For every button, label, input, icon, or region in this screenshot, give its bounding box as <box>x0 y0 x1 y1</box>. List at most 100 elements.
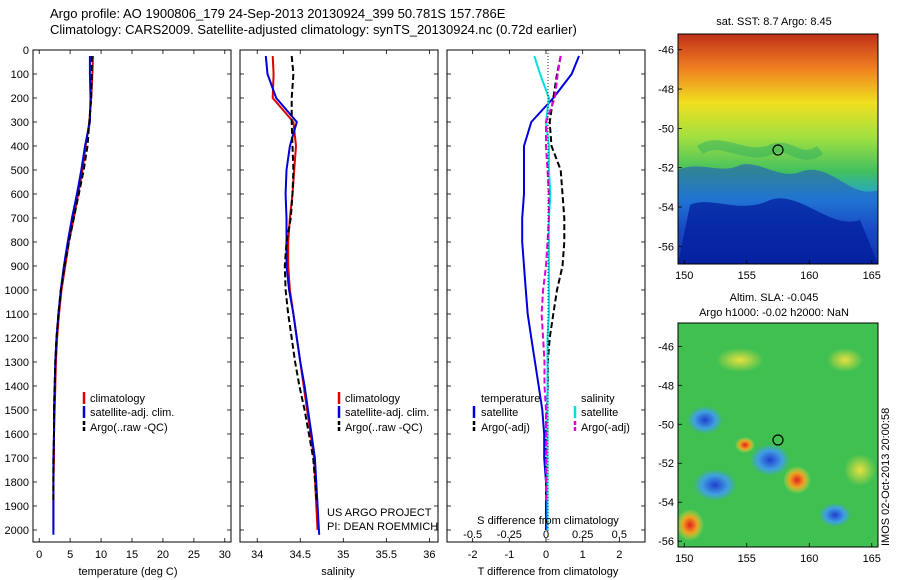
depth-tick-label: 1500 <box>5 405 29 417</box>
x-tick-label: 34.5 <box>290 549 311 561</box>
depth-tick-label: 1800 <box>5 477 29 489</box>
salinity-legend: climatology satellite-adj. clim. Argo(..… <box>327 392 438 533</box>
s-tick-label: -0.5 <box>463 529 482 541</box>
credit-project: US ARGO PROJECT <box>327 507 432 519</box>
lat-tick-label: -56 <box>658 241 674 253</box>
sla-map-title-1: Altim. SLA: -0.045 <box>730 292 819 304</box>
x-tick-label: -1 <box>504 549 514 561</box>
depth-tick-label: 1000 <box>5 285 29 297</box>
argo-location-marker <box>772 434 784 446</box>
depth-tick-label: 200 <box>11 93 29 105</box>
series-line-salinity-argo-adj- <box>540 55 562 502</box>
temperature-x-axis: 0 5 10 15 20 25 30 <box>36 50 231 561</box>
depth-tick-label: 700 <box>11 213 29 225</box>
depth-tick-label: 2000 <box>5 525 29 537</box>
x-tick-label: 0 <box>543 549 549 561</box>
climatology-title: Climatology: CARS2009. Satellite-adjuste… <box>50 22 577 37</box>
lat-tick-label: -50 <box>658 419 674 431</box>
lat-tick-label: -50 <box>658 123 674 135</box>
salinity-lines <box>264 55 321 535</box>
legend-label: satellite-adj. clim. <box>345 407 429 419</box>
legend-label: satellite-adj. clim. <box>90 407 174 419</box>
depth-tick-label: 1600 <box>5 429 29 441</box>
difference-lines <box>521 55 580 530</box>
sst-map <box>677 33 879 265</box>
salinity-x-axis: 34 34.5 35 35.5 36 <box>251 50 436 561</box>
series-line-argo-raw-qc- <box>52 56 93 502</box>
depth-tick-label: 0 <box>23 45 29 57</box>
lat-tick-label: -48 <box>658 84 674 96</box>
legend-label: Argo(..raw -QC) <box>90 422 168 434</box>
x-tick-label: -2 <box>468 549 478 561</box>
series-line-temperature-satellite <box>521 55 580 530</box>
s-tick-label: 0 <box>543 529 549 541</box>
depth-tick-label: 1300 <box>5 357 29 369</box>
depth-tick-label: 1900 <box>5 501 29 513</box>
x-tick-label: 25 <box>188 549 200 561</box>
difference-x-axis: -2 -1 0 1 2 -0.5 -0.25 0 0.25 0.5 <box>463 50 627 561</box>
depth-tick-label: 600 <box>11 189 29 201</box>
s-tick-label: 0.5 <box>612 529 627 541</box>
x-tick-label: 15 <box>126 549 138 561</box>
salinity-xlabel: salinity <box>321 566 355 578</box>
sla-map-title-2: Argo h1000: -0.02 h2000: NaN <box>699 307 849 319</box>
salinity-panel-frame <box>239 49 439 543</box>
lon-tick-label: 155 <box>738 270 756 282</box>
depth-tick-label: 1400 <box>5 381 29 393</box>
x-tick-label: 30 <box>219 549 231 561</box>
series-line-temperature-argo-adj- <box>545 55 566 502</box>
s-difference-label: S difference from climatology <box>477 515 619 527</box>
legend-label: Argo(-adj) <box>581 422 630 434</box>
argo-location-marker <box>772 144 784 156</box>
depth-tick-label: 300 <box>11 117 29 129</box>
depth-tick-label: 100 <box>11 69 29 81</box>
legend-label: Argo(..raw -QC) <box>345 422 423 434</box>
depth-tick-label: 800 <box>11 237 29 249</box>
x-tick-label: 5 <box>67 549 73 561</box>
lat-tick-label: -54 <box>658 497 674 509</box>
sla-map <box>676 322 879 548</box>
legend-label: satellite <box>581 407 618 419</box>
s-tick-label: 0.25 <box>572 529 593 541</box>
x-tick-label: 36 <box>423 549 435 561</box>
depth-tick-label: 400 <box>11 141 29 153</box>
legend-label: satellite <box>481 407 518 419</box>
x-tick-label: 35 <box>337 549 349 561</box>
x-tick-label: 1 <box>580 549 586 561</box>
lat-tick-label: -52 <box>658 458 674 470</box>
legend-label: climatology <box>345 393 401 405</box>
s-tick-label: -0.25 <box>497 529 522 541</box>
lon-tick-label: 160 <box>800 553 818 565</box>
lon-tick-label: 150 <box>675 270 693 282</box>
lon-tick-label: 155 <box>738 553 756 565</box>
profile-title: Argo profile: AO 1900806_179 24-Sep-2013… <box>50 6 506 21</box>
depth-tick-label: 1200 <box>5 333 29 345</box>
temperature-panel-frame <box>32 49 232 543</box>
lat-tick-label: -52 <box>658 163 674 175</box>
lon-tick-label: 165 <box>863 553 881 565</box>
series-line-satellite-adj-clim- <box>52 56 92 535</box>
depth-tick-label: 900 <box>11 261 29 273</box>
lon-tick-label: 160 <box>800 270 818 282</box>
credit-pi: PI: DEAN ROEMMICH <box>327 521 438 533</box>
sst-map-axes: 150 155 160 165 -46 -48 -50 -52 -54 -56 <box>658 45 881 282</box>
legend-title-temperature: temperature <box>481 393 540 405</box>
depth-axis: 0 100 200 300 400 500 600 700 800 900 1000 1100 1200… <box>5 45 645 537</box>
legend-label: Argo(-adj) <box>481 422 530 434</box>
x-tick-label: 34 <box>251 549 263 561</box>
lat-tick-label: -56 <box>658 536 674 548</box>
x-tick-label: 10 <box>95 549 107 561</box>
x-tick-label: 20 <box>157 549 169 561</box>
depth-tick-label: 1700 <box>5 453 29 465</box>
difference-xlabel: T difference from climatology <box>478 566 619 578</box>
x-tick-label: 0 <box>36 549 42 561</box>
depth-tick-label: 1100 <box>5 309 29 321</box>
lon-tick-label: 150 <box>675 553 693 565</box>
depth-tick-label: 500 <box>11 165 29 177</box>
legend-label: climatology <box>90 393 146 405</box>
series-line-satellite-adj-clim- <box>264 55 321 535</box>
difference-legend: temperature satellite Argo(-adj) salinit… <box>472 393 630 434</box>
sla-map-axes: 150 155 160 165 -46 -48 -50 -52 -54 -56 <box>658 341 881 565</box>
lon-tick-label: 165 <box>863 270 881 282</box>
